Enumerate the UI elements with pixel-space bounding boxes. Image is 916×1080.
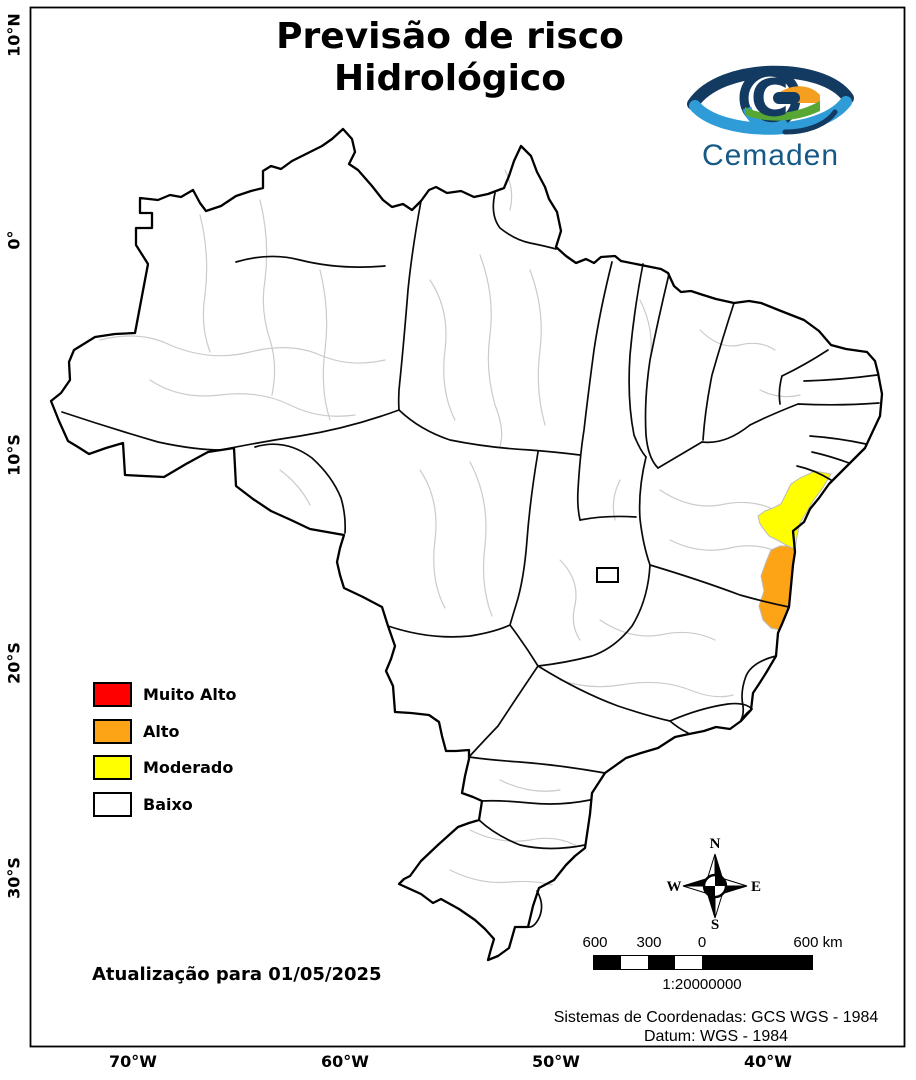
coordinate-system-line1: Sistemas de Coordenadas: GCS WGS - 1984 (553, 1009, 879, 1026)
lon-label-50w: 50°W (532, 1052, 580, 1071)
brazil-landmass (51, 129, 882, 960)
municipal-boundaries (99, 169, 801, 886)
scale-label-0: 0 (697, 934, 707, 951)
compass-s-label: S (711, 917, 719, 930)
lon-label-70w: 70°W (109, 1052, 157, 1071)
distrito-federal-outline (596, 567, 619, 583)
legend-swatch-moderado (93, 754, 132, 780)
scale-label-300: 300 (636, 934, 662, 951)
compass-rose-icon: N S E W (667, 836, 762, 933)
lat-label-20s: 20°S (4, 642, 24, 684)
lat-label-0: 0° (4, 230, 24, 250)
legend-item-muito-alto: Muito Alto (93, 681, 237, 707)
scale-label-600-km: 600 km (793, 934, 843, 951)
legend-label-moderado: Moderado (143, 757, 234, 777)
lat-label-30s: 30°S (4, 857, 24, 899)
risk-region-moderado (757, 470, 832, 550)
coordinate-system-note: Sistemas de Coordenadas: GCS WGS - 1984 … (530, 1008, 902, 1046)
brazil-outline (49, 127, 884, 962)
state-boundaries (61, 192, 880, 928)
legend-swatch-baixo (93, 791, 132, 817)
legend-item-alto: Alto (93, 718, 180, 744)
legend-item-moderado: Moderado (93, 754, 233, 780)
legend-label-alto: Alto (143, 721, 180, 741)
legend-item-baixo: Baixo (93, 791, 193, 817)
compass-rose: N S E W (665, 834, 765, 933)
cemaden-logo: C Cemaden (683, 50, 858, 171)
scale-label-600-left: 600 (582, 934, 608, 951)
page-title-line1: Previsão de risco (276, 16, 624, 57)
compass-n-label: N (710, 836, 721, 852)
update-date-note: Atualização para 01/05/2025 (92, 964, 382, 985)
scale-ratio: 1:20000000 (662, 976, 742, 993)
scale-bar: 600 300 0 600 km 1:20000000 (582, 934, 855, 996)
legend-swatch-alto (93, 718, 132, 744)
legend-label-muito-alto: Muito Alto (143, 684, 237, 704)
page-title-line2: Hidrológico (334, 58, 566, 100)
scale-bar-graphic (593, 955, 813, 970)
lat-label-10n: 10°N (4, 13, 24, 57)
lon-label-60w: 60°W (321, 1052, 369, 1071)
coordinate-system-line2: Datum: WGS - 1984 (643, 1028, 789, 1045)
legend-swatch-muito-alto (93, 681, 132, 707)
compass-w-label: W (667, 879, 682, 895)
page-title: Previsão de risco Hidrológico (120, 16, 780, 100)
cemaden-eye-icon: C (687, 65, 854, 135)
cemaden-logo-text: Cemaden (701, 139, 840, 172)
legend-label-baixo: Baixo (143, 794, 193, 814)
lat-label-10s: 10°S (4, 434, 24, 476)
compass-e-label: E (751, 879, 761, 895)
lon-label-40w: 40°W (744, 1052, 792, 1071)
